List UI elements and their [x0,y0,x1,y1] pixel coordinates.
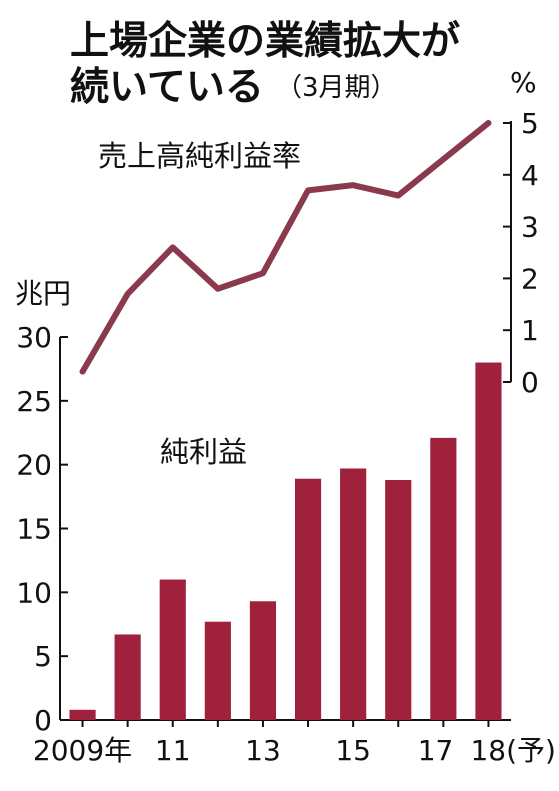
bar [205,622,231,720]
right-axis-unit: % [510,66,537,99]
bar [250,601,276,720]
chart-title-line1: 上場企業の業績拡大が [70,19,460,64]
right-axis-tick-label: 3 [521,211,539,244]
left-axis-tick-label: 25 [16,385,52,418]
left-axis-tick-label: 5 [34,640,52,673]
bar [295,479,321,720]
right-axis-tick-label: 2 [521,262,539,295]
x-axis-tick-label: 2009年 [33,734,132,767]
right-axis-tick-label: 5 [521,107,539,140]
bar [340,468,366,720]
right-axis-tick-label: 4 [521,159,539,192]
bar-series-label: 純利益 [160,435,247,469]
bar [160,580,186,720]
left-axis-tick-label: 0 [34,704,52,737]
x-axis-tick-label: 11 [155,734,191,767]
bar [430,438,456,720]
plot-area: 0 5 10 15 20 25 30 0 1 2 3 4 5 2009年 11 13 15 17 18(予) [16,107,556,767]
right-axis-tick-label: 1 [521,314,539,347]
left-axis-tick-label: 15 [16,513,52,546]
bar [69,710,95,720]
bar [115,634,141,720]
x-axis-tick-label: 18(予) [470,734,555,767]
chart-title-line2: 続いている [70,65,264,110]
bar [385,480,411,720]
right-axis-tick-label: 0 [521,366,539,399]
x-axis-tick-label: 17 [418,734,454,767]
x-axis-tick-label: 13 [245,734,281,767]
left-axis-tick-label: 30 [16,321,52,354]
line-series-label: 売上高純利益率 [98,139,301,173]
left-axis-tick-label: 10 [16,576,52,609]
left-axis-tick-label: 20 [16,449,52,482]
left-axis-unit: 兆円 [15,277,71,310]
bar [475,363,501,720]
chart-title-note: （3月期） [276,73,397,103]
x-axis-tick-label: 15 [335,734,371,767]
